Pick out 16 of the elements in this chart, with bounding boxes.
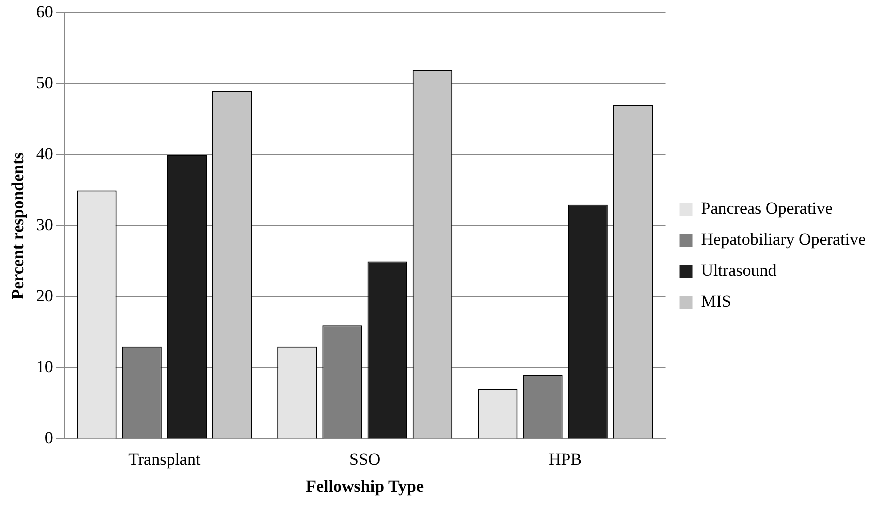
y-axis-title: Percent respondents — [8, 152, 28, 300]
y-tick-label: 20 — [36, 286, 54, 306]
legend-label: Pancreas Operative — [701, 198, 833, 218]
y-tick-label: 30 — [36, 216, 54, 235]
y-tick-label: 40 — [36, 144, 54, 164]
x-tick-label: SSO — [349, 450, 381, 469]
x-tick-label: HPB — [548, 450, 582, 469]
legend-label: MIS — [701, 292, 732, 311]
legend-label: Ultrasound — [701, 260, 778, 280]
y-tick-label: 0 — [44, 428, 54, 448]
x-axis-title: Fellowship Type — [306, 477, 424, 496]
y-tick-label: 50 — [36, 74, 54, 93]
x-tick-label: Transplant — [128, 450, 201, 469]
y-tick-label: 60 — [36, 2, 54, 22]
legend-label: Hepatobiliary Operative — [701, 230, 866, 249]
y-tick-label: 10 — [36, 358, 54, 377]
